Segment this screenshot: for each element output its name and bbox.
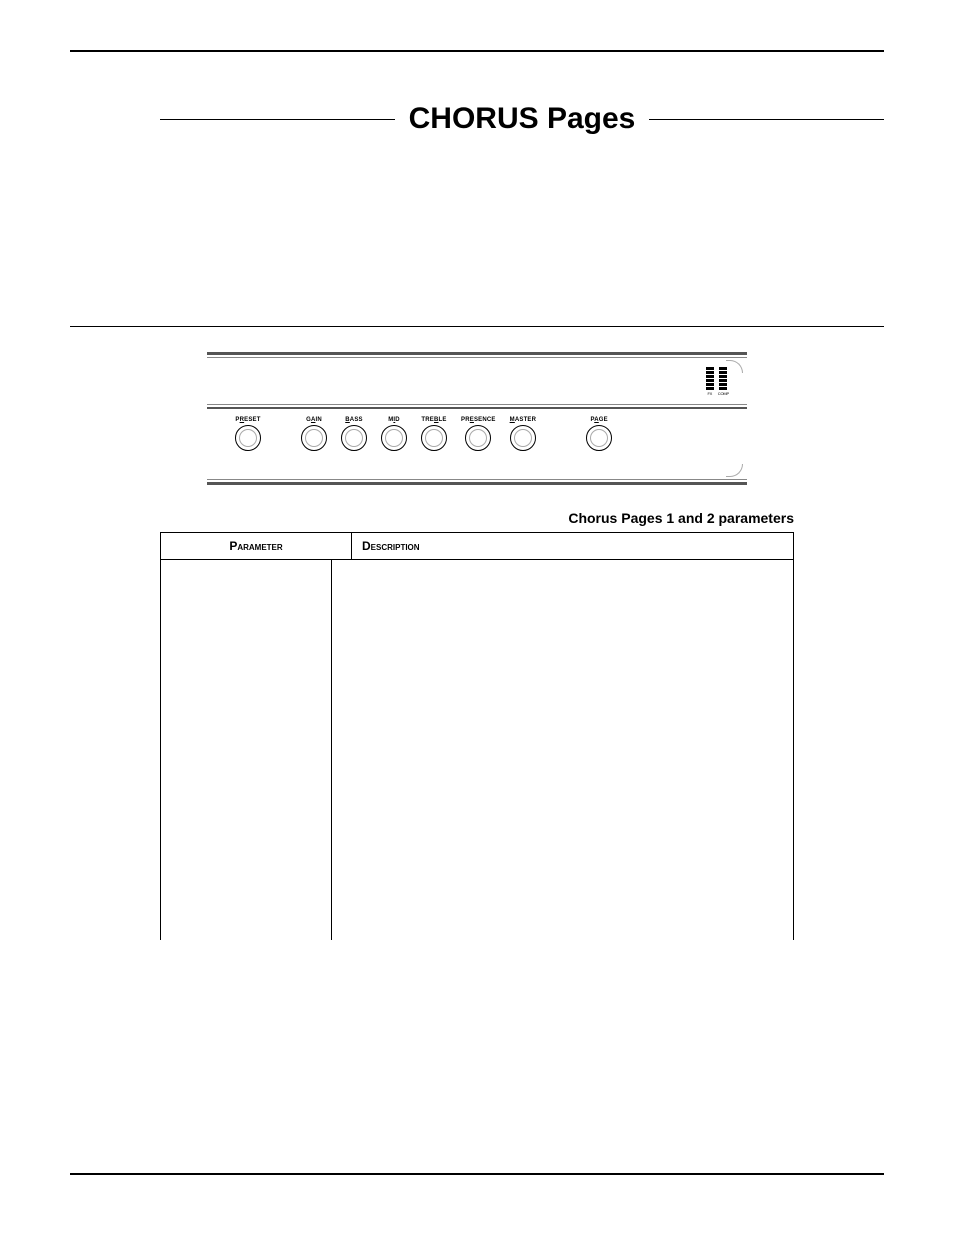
knob-presence: PRESENCE xyxy=(461,417,496,451)
table-col-parameter xyxy=(161,560,332,940)
table-col-description xyxy=(332,560,793,940)
knob-label: MID xyxy=(388,417,400,423)
panel-curve xyxy=(726,360,743,373)
page-title: CHORUS Pages xyxy=(395,102,650,136)
title-rule-left xyxy=(160,119,395,120)
table-caption: Chorus Pages 1 and 2 parameters xyxy=(70,510,794,526)
knob-mid-group: GAIN BASS MID xyxy=(301,417,536,451)
knob-label: GAIN xyxy=(306,417,322,423)
knob-icon xyxy=(381,425,407,451)
bottom-rule xyxy=(70,1173,884,1175)
knob-label: PAGE xyxy=(590,417,607,423)
panel-border xyxy=(207,352,747,355)
meter-label: FX xyxy=(707,391,712,396)
panel-border xyxy=(207,482,747,485)
knob-gain: GAIN xyxy=(301,417,327,451)
knob-icon xyxy=(421,425,447,451)
knob-label: MASTER xyxy=(510,417,537,423)
knob-icon xyxy=(301,425,327,451)
panel-border xyxy=(207,479,747,480)
table-header-parameter: Parameter xyxy=(161,533,352,559)
knob-row: PRESET GAIN BASS xyxy=(207,409,747,479)
knob-master: MASTER xyxy=(510,417,537,451)
panel-border xyxy=(207,404,747,405)
title-row: CHORUS Pages xyxy=(160,102,884,136)
knob-icon xyxy=(510,425,536,451)
panel-curve xyxy=(726,464,743,477)
knob-label: BASS xyxy=(345,417,362,423)
knob-label: TREBLE xyxy=(421,417,446,423)
hardware-panel: FX COMP PRESET xyxy=(207,352,747,485)
title-rule-right xyxy=(649,119,884,120)
table-body xyxy=(161,560,793,940)
knob-page: PAGE xyxy=(586,417,612,451)
knob-icon xyxy=(586,425,612,451)
top-rule xyxy=(70,50,884,52)
lcd-row: FX COMP xyxy=(207,358,747,404)
knob-treble: TREBLE xyxy=(421,417,447,451)
table-header-description: Description xyxy=(352,533,793,559)
knob-label: PRESENCE xyxy=(461,417,496,423)
knob-label: PRESET xyxy=(235,417,260,423)
knob-bass: BASS xyxy=(341,417,367,451)
meter-fx: FX xyxy=(706,367,714,396)
section-rule xyxy=(70,326,884,327)
intro-block xyxy=(160,176,884,296)
parameter-table: Parameter Description xyxy=(160,532,794,940)
meter-segments xyxy=(706,367,714,390)
knob-mid: MID xyxy=(381,417,407,451)
meter-label: COMP xyxy=(718,391,729,396)
knob-icon xyxy=(465,425,491,451)
page: CHORUS Pages FX xyxy=(0,0,954,1235)
table-header-row: Parameter Description xyxy=(161,533,793,560)
knob-preset: PRESET xyxy=(235,417,261,451)
panel-wrap: FX COMP PRESET xyxy=(70,352,884,485)
knob-icon xyxy=(341,425,367,451)
knob-icon xyxy=(235,425,261,451)
